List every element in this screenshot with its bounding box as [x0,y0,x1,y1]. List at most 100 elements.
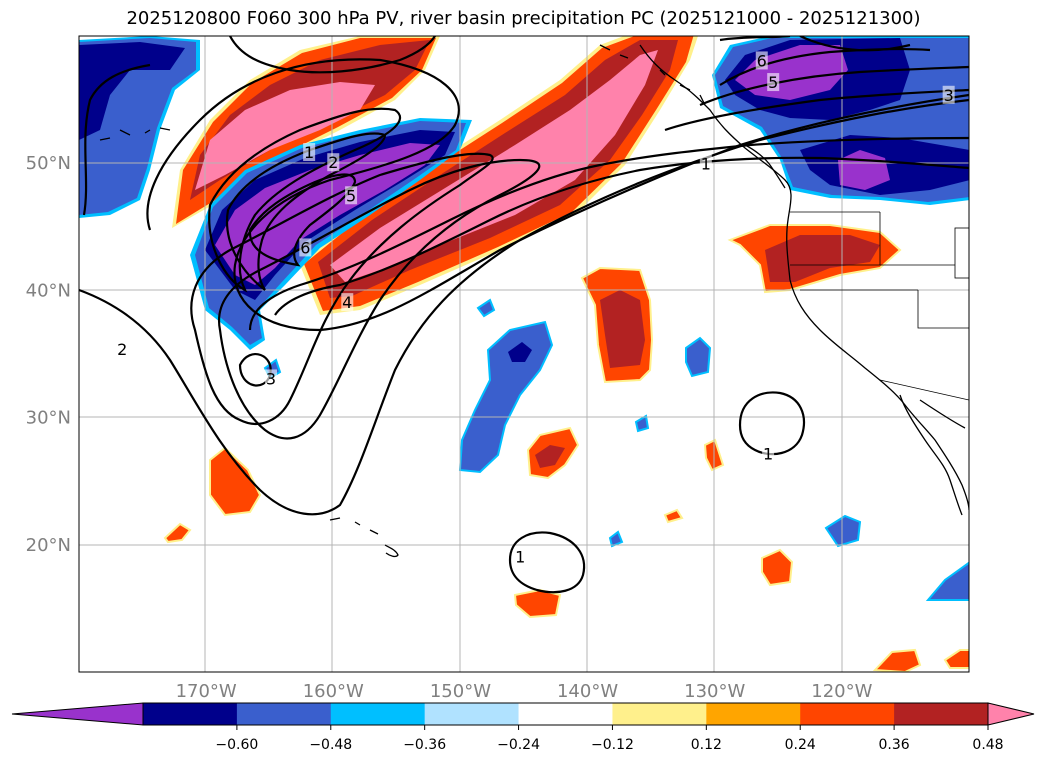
contour-label-background [767,73,780,92]
colorbar-tick-label: −0.36 [403,737,446,753]
coastline-gulf [919,399,966,429]
map-frame [78,35,970,673]
anomaly-navy [79,42,185,140]
colorbar-segments [143,703,989,725]
colorbar: −0.60 −0.48 −0.36 −0.24 −0.12 0.12 0.24 0.36 0.4… [11,702,1035,753]
contour-label: 6 [757,51,767,70]
coastline-hawaii [329,517,399,558]
coastline-aleutian-west [99,127,171,141]
lon-label: 160°W [303,681,364,702]
contour-label: 1 [763,444,773,463]
anomaly-west-coast-core [765,235,880,282]
contour-label-background [264,369,277,388]
colorbar-frame [142,702,989,726]
pv-contours [79,36,969,594]
colorbar-ticks: −0.60 −0.48 −0.36 −0.24 −0.12 0.12 0.24 0.36 0.4… [215,725,1004,753]
contour-label-background [327,153,340,172]
anomaly-se-corner-2 [943,649,969,669]
anomaly-mid-pacific-core [600,290,645,368]
lon-label: 170°W [176,681,237,702]
contour-label: 3 [944,86,954,105]
colorbar-segment [236,703,332,725]
contour-label-background [116,340,129,359]
colorbar-segment [894,703,989,725]
pv-contour-trough-2 [190,152,494,425]
anomaly-tiny-1 [163,522,192,544]
anomaly-small-5 [608,530,624,548]
colorbar-segment [706,703,801,725]
anomaly-small-4 [824,514,862,548]
contour-label: 3 [266,369,276,388]
anomaly-baja [761,548,794,587]
contour-label-background [755,51,768,70]
contour-label: 1 [701,154,711,173]
anomaly-mid-band-core [508,342,532,362]
contour-label: 2 [117,340,127,359]
lon-label: 120°W [811,681,872,702]
contour-label: 6 [300,238,310,257]
coastline-islands-alaska [599,44,706,106]
positive-anomaly-small-orangered [163,224,969,672]
pv-contour-circle-east [738,391,806,456]
contour-label-background [341,293,354,312]
colorbar-segment [518,703,613,725]
lat-label: 40°N [26,280,71,301]
pv-contour-inner-6 [248,173,357,267]
anomaly-mid-band [458,320,554,474]
anomaly-se [925,561,969,601]
colorbar-segment [143,703,238,725]
latitude-labels: 50°N 40°N 30°N 20°N [26,153,71,556]
coastline-north-america [639,44,969,511]
coastline-baja [899,394,963,516]
anomaly-pink [330,50,658,282]
negative-anomaly-small [263,298,969,601]
colorbar-segment [330,703,426,725]
colorbar-extend-right [987,702,1035,726]
border-us-mexico [879,379,969,401]
pv-contour-ne-5 [719,47,931,86]
border-box-east [954,227,969,279]
contour-label: 2 [328,153,338,172]
anomaly-small-1 [685,336,712,378]
contour-label-background [762,444,775,463]
contour-label: 5 [346,186,356,205]
colorbar-tick-label: −0.60 [215,737,258,753]
pv-contour-circle-south [508,531,586,594]
anomaly-small-2 [476,298,496,318]
contour-label: 1 [515,548,525,567]
colorbar-tick-label: −0.12 [591,737,634,753]
anomaly-tiny-3 [663,508,684,524]
pv-contour-inner-1 [208,107,402,293]
coastlines [99,44,969,558]
border-ca-nv [917,290,969,329]
lat-label: 50°N [26,153,71,174]
borders [790,211,969,401]
contour-label-background [299,238,312,257]
anomaly-south-small [513,588,562,619]
colorbar-tick-label: 0.24 [785,737,816,753]
map-title: 2025120800 F060 300 hPa PV, river basin … [126,8,921,29]
pv-contour-trough-5 [274,156,969,316]
contour-label: 1 [304,143,314,162]
colorbar-tick-label: −0.48 [309,737,352,753]
colorbar-tick-label: −0.24 [497,737,540,753]
colorbar-segment [612,703,707,725]
anomaly-purple [215,143,440,285]
colorbar-tick-label: 0.12 [691,737,722,753]
pv-contour-ne-1 [664,88,969,132]
anomaly-small-3 [634,414,650,433]
contour-label-background [345,186,358,205]
lon-label: 130°W [684,681,745,702]
lat-label: 20°N [26,535,71,556]
pv-contour-ne-3 [699,65,969,107]
map-area [79,36,969,672]
anomaly-south-pacific-core [535,445,565,468]
pv-contour-top-left [229,36,436,74]
contour-label: 5 [768,73,778,92]
pv-contour-1-west [82,63,151,216]
longitude-labels: 170°W 160°W 150°W 140°W 130°W 120°W [176,681,873,702]
contour-label-background [942,85,955,104]
anomaly-se-corner-1 [872,648,922,672]
